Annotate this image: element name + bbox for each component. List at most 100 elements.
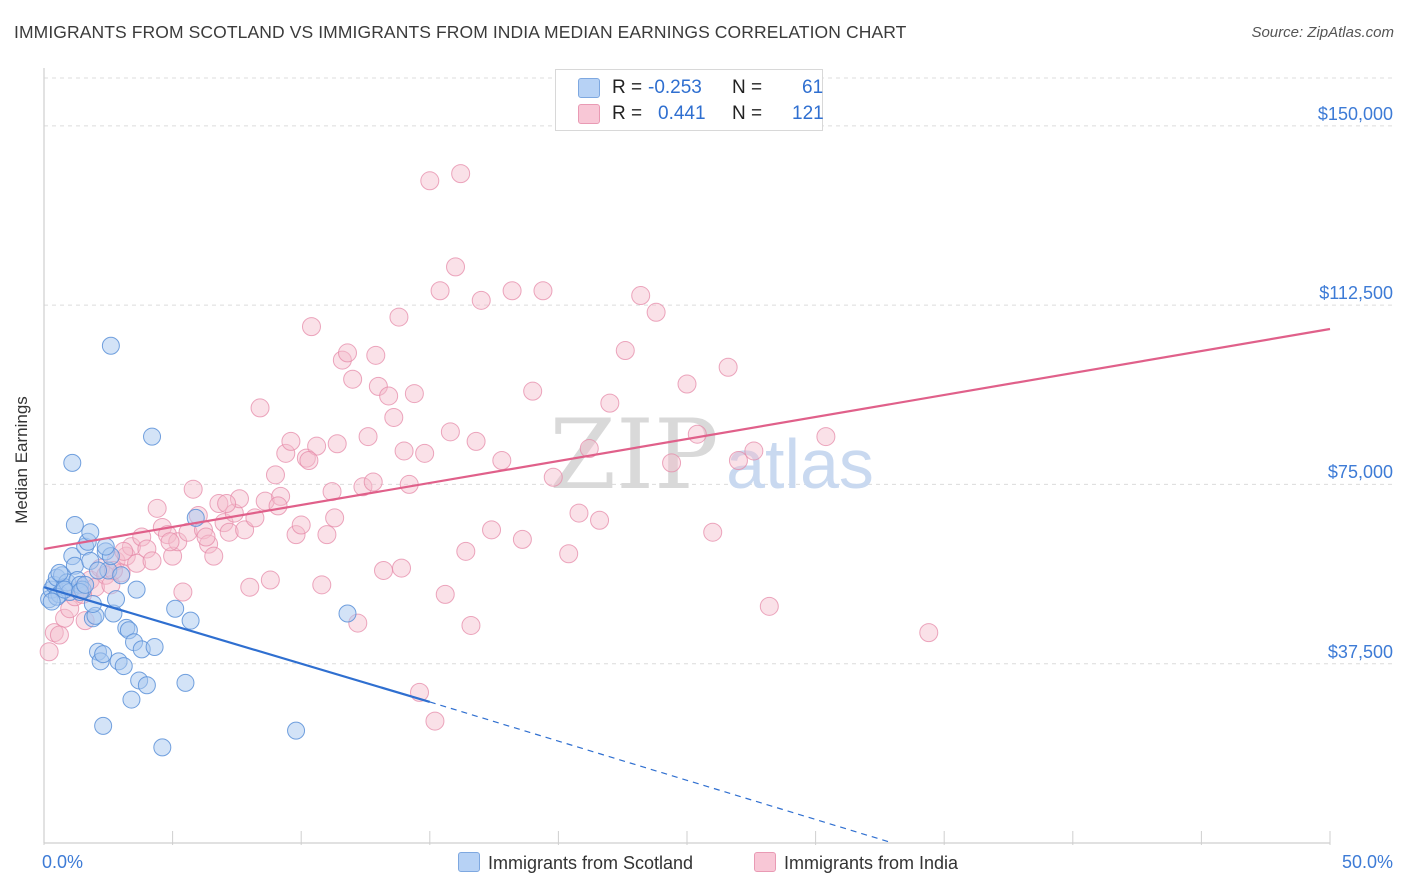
india-point: [404, 384, 424, 404]
india-point: [312, 575, 332, 595]
india-point: [646, 302, 666, 322]
scotland-point: [50, 563, 69, 582]
chart-title: IMMIGRANTS FROM SCOTLAND VS IMMIGRANTS F…: [14, 22, 907, 42]
india-point: [301, 317, 321, 337]
india-point: [173, 582, 193, 602]
scotland-point: [101, 336, 120, 355]
india-point: [325, 508, 345, 528]
india-point: [615, 341, 635, 361]
india-point: [384, 407, 404, 427]
india-point: [559, 544, 579, 564]
scotland-point: [137, 676, 156, 695]
india-point: [366, 345, 386, 365]
india-point: [183, 479, 203, 499]
trend-lines: [43, 327, 1331, 844]
india-point: [268, 496, 288, 516]
india-point: [363, 472, 383, 492]
scotland-legend-label: Immigrants from Scotland: [488, 853, 694, 873]
legend-n-label: N =: [732, 77, 763, 98]
scotland-point: [176, 673, 195, 692]
legend-n-label: N =: [732, 103, 763, 124]
india-point: [389, 307, 409, 327]
india-trend-line: [43, 327, 1331, 551]
india-point: [163, 546, 183, 566]
scotland-point: [153, 738, 172, 757]
scotland-trend-extension: [429, 701, 893, 844]
legend-r-label: R =: [612, 103, 643, 124]
india-point: [446, 257, 466, 277]
legend-r-value: -0.253: [648, 77, 702, 98]
watermark-atlas: atlas: [726, 425, 874, 503]
bottom-legend-scotland: Immigrants from Scotland: [458, 852, 693, 874]
india-point: [49, 625, 69, 645]
india-point: [217, 494, 237, 514]
scotland-point: [81, 523, 100, 542]
india-point: [461, 615, 481, 635]
india-point: [286, 525, 306, 545]
scotland-point: [63, 453, 82, 472]
legend-n-value: 61: [802, 77, 824, 98]
india-point: [919, 623, 939, 643]
axes: [43, 68, 1331, 845]
scotland-swatch: [578, 78, 600, 98]
india-point: [677, 374, 697, 394]
india-point: [353, 477, 373, 497]
india-point: [260, 570, 280, 590]
india-point: [600, 393, 620, 413]
scotland-points: [40, 336, 357, 757]
india-point: [337, 343, 357, 363]
india-point: [196, 527, 216, 547]
india-point: [199, 534, 219, 554]
india-point: [759, 596, 779, 616]
india-point: [440, 422, 460, 442]
india-point: [523, 381, 543, 401]
scotland-point: [89, 561, 108, 580]
india-point: [160, 532, 180, 552]
india-legend-label: Immigrants from India: [784, 853, 959, 873]
india-point: [631, 286, 651, 306]
y-tick-label: $112,500: [1319, 283, 1393, 304]
india-point: [299, 451, 319, 470]
india-point: [816, 427, 836, 447]
india-point: [317, 525, 337, 545]
legend-n-value: 121: [792, 103, 824, 124]
india-point: [543, 467, 563, 487]
scotland-point: [143, 427, 162, 446]
india-point: [451, 164, 471, 184]
x-tick-max: 50.0%: [1341, 852, 1393, 872]
watermark: ZIP atlas: [549, 399, 874, 511]
india-point: [127, 553, 147, 573]
scotland-point: [42, 592, 61, 611]
y-tick-label: $37,500: [1327, 641, 1393, 662]
india-point: [430, 281, 450, 301]
india-point: [579, 439, 599, 459]
india-point: [687, 424, 707, 444]
india-point: [219, 522, 239, 542]
scotland-point: [94, 716, 113, 735]
scotland-point: [287, 721, 306, 740]
y-tick-label: $75,000: [1327, 462, 1393, 483]
india-point: [229, 489, 249, 509]
legend-r-value: 0.441: [658, 103, 706, 124]
x-tick-min: 0.0%: [42, 852, 84, 872]
correlation-legend: R = -0.253 N = 61 R = 0.441 N = 121: [555, 69, 824, 131]
scotland-point: [112, 566, 131, 585]
india-point: [209, 494, 229, 514]
india-point: [435, 584, 455, 604]
india-point: [394, 441, 414, 461]
scotland-point: [145, 637, 164, 656]
india-point: [420, 171, 440, 191]
india-point: [471, 290, 491, 310]
y-tick-label: $150,000: [1317, 103, 1393, 124]
india-point: [492, 451, 512, 470]
india-point: [368, 376, 388, 396]
bottom-legend-india: Immigrants from India: [754, 852, 958, 874]
india-point: [569, 503, 589, 523]
india-point: [744, 441, 764, 461]
india-point: [39, 642, 59, 662]
scotland-point: [107, 590, 126, 609]
india-point: [392, 558, 412, 578]
india-point: [703, 522, 723, 542]
scotland-point: [338, 604, 357, 623]
scotland-point: [96, 537, 115, 556]
